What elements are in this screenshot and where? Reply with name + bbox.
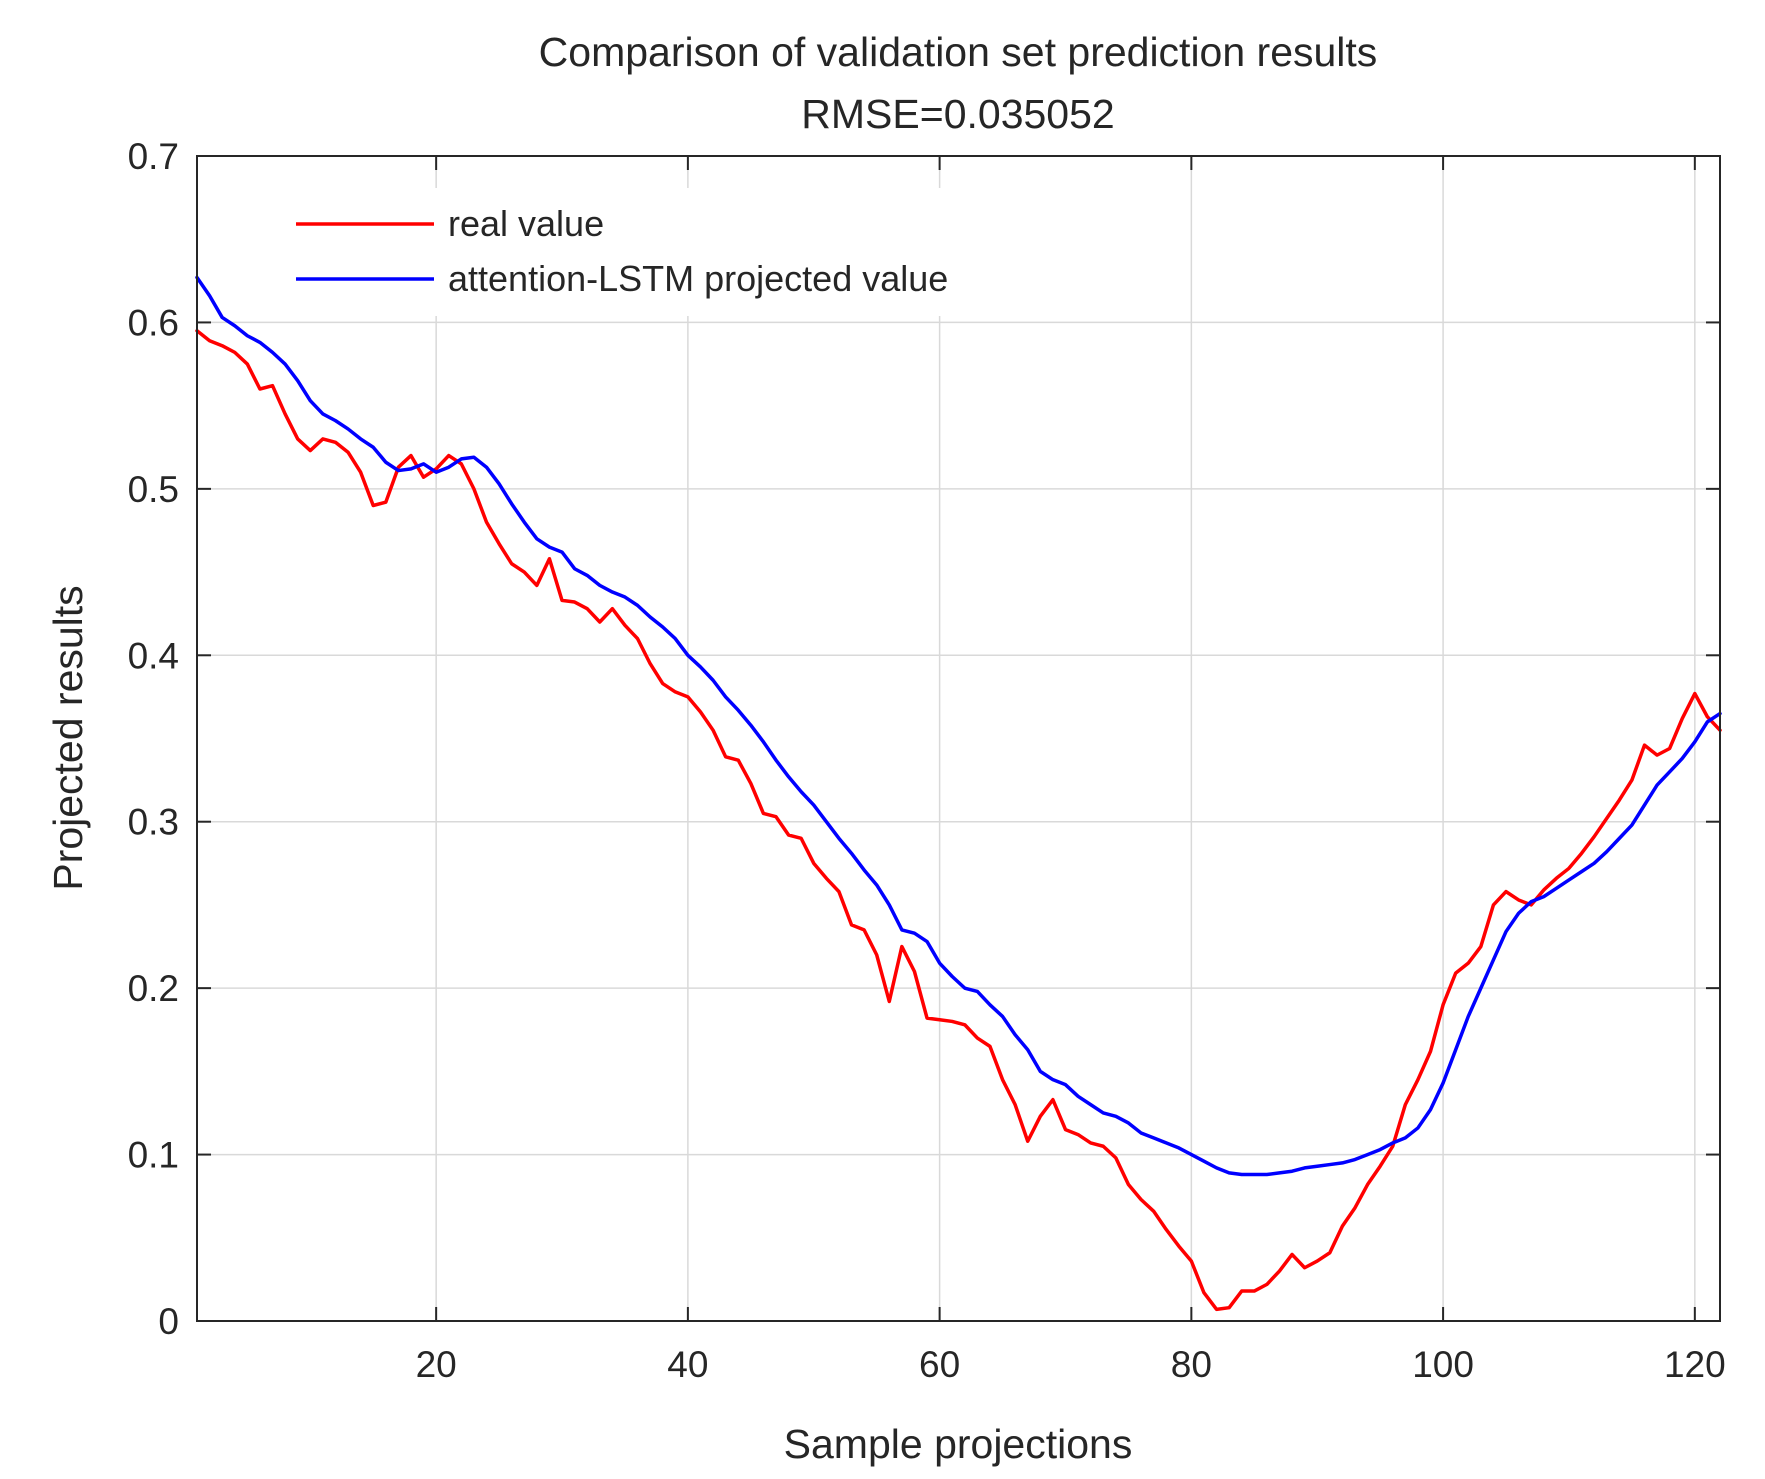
- tick-labels: 20 40 60 80 100 120 0 0.1 0.2 0.3 0.4 0.5 0.6 0.7: [128, 136, 1726, 1385]
- y-axis-label: Projected results: [45, 585, 91, 890]
- x-tick-label: 20: [416, 1344, 457, 1385]
- x-tick-label: 120: [1664, 1344, 1726, 1385]
- y-tick-label: 0.1: [128, 1135, 179, 1176]
- y-tick-label: 0.5: [128, 469, 179, 510]
- y-tick-label: 0.2: [128, 968, 179, 1009]
- x-tick-label: 80: [1171, 1344, 1212, 1385]
- legend-label-attention-lstm: attention-LSTM projected value: [448, 258, 948, 299]
- tick-marks: [197, 155, 1720, 1322]
- x-axis-label: Sample projections: [784, 1421, 1133, 1467]
- x-tick-label: 60: [919, 1344, 960, 1385]
- legend-label-real-value: real value: [448, 203, 604, 244]
- plot-area: [197, 156, 1720, 1321]
- y-tick-label: 0.6: [128, 302, 179, 343]
- y-tick-label: 0.7: [128, 136, 179, 177]
- series-group: [195, 275, 1722, 1312]
- y-tick-label: 0: [158, 1301, 179, 1342]
- x-tick-label: 100: [1412, 1344, 1474, 1385]
- plot-frame: [196, 155, 1721, 1322]
- series-line-attention-lstm: [195, 275, 1722, 1177]
- chart-title: Comparison of validation set prediction …: [539, 29, 1378, 75]
- chart-subtitle: RMSE=0.035052: [801, 91, 1114, 137]
- legend: real value attention-LSTM projected valu…: [278, 188, 1056, 316]
- y-tick-label: 0.3: [128, 802, 179, 843]
- legend-background: [278, 188, 1056, 316]
- series-line-real-value: [195, 329, 1722, 1312]
- y-tick-label: 0.4: [128, 635, 179, 676]
- x-tick-label: 40: [667, 1344, 708, 1385]
- grid: [197, 156, 1720, 1321]
